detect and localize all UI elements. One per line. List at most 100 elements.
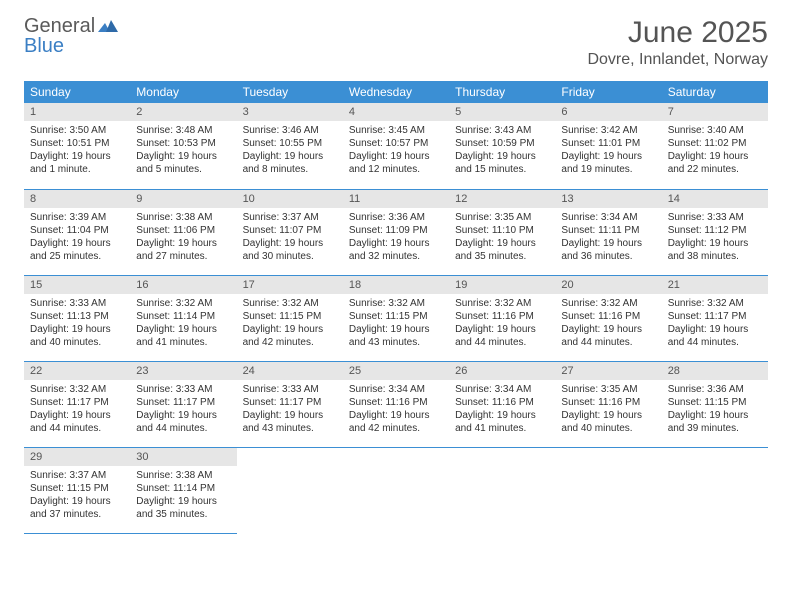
- logo: General Blue: [24, 16, 118, 56]
- sunset-value: 11:07 PM: [279, 225, 321, 236]
- sunset-label: Sunset:: [668, 397, 705, 408]
- calendar-empty-cell: [343, 447, 449, 533]
- sunset-line: Sunset: 11:17 PM: [668, 310, 762, 323]
- daylight-label: Daylight:: [561, 410, 603, 421]
- sunrise-label: Sunrise:: [561, 212, 600, 223]
- day-number: 29: [24, 448, 130, 466]
- sunset-label: Sunset:: [455, 397, 492, 408]
- sunrise-label: Sunrise:: [30, 298, 69, 309]
- daylight-label: Daylight:: [561, 238, 603, 249]
- day-number: 28: [662, 362, 768, 380]
- sunrise-value: 3:40 AM: [707, 125, 744, 136]
- sunset-label: Sunset:: [30, 138, 67, 149]
- daylight-line: Daylight: 19 hours and 44 minutes.: [455, 323, 549, 349]
- month-title: June 2025: [587, 16, 768, 49]
- sunset-value: 11:09 PM: [386, 225, 428, 236]
- sunset-line: Sunset: 11:16 PM: [349, 396, 443, 409]
- sunrise-label: Sunrise:: [136, 384, 175, 395]
- sunset-line: Sunset: 10:53 PM: [136, 137, 230, 150]
- daylight-line: Daylight: 19 hours and 35 minutes.: [136, 495, 230, 521]
- sunset-label: Sunset:: [136, 225, 173, 236]
- sunrise-line: Sunrise: 3:32 AM: [349, 297, 443, 310]
- sunrise-value: 3:34 AM: [388, 384, 425, 395]
- daylight-label: Daylight:: [30, 238, 72, 249]
- daylight-line: Daylight: 19 hours and 44 minutes.: [30, 409, 124, 435]
- sunrise-label: Sunrise:: [349, 298, 388, 309]
- sunset-line: Sunset: 11:10 PM: [455, 224, 549, 237]
- day-number: 10: [237, 190, 343, 208]
- sunrise-value: 3:36 AM: [388, 212, 425, 223]
- sunrise-line: Sunrise: 3:32 AM: [561, 297, 655, 310]
- sunrise-label: Sunrise:: [243, 125, 282, 136]
- sunset-value: 11:16 PM: [386, 397, 428, 408]
- logo-text-line1: General: [24, 16, 118, 36]
- sunrise-label: Sunrise:: [668, 125, 707, 136]
- sunrise-label: Sunrise:: [136, 125, 175, 136]
- sunrise-line: Sunrise: 3:46 AM: [243, 124, 337, 137]
- day-number: 9: [130, 190, 236, 208]
- daylight-line: Daylight: 19 hours and 32 minutes.: [349, 237, 443, 263]
- day-number: 1: [24, 103, 130, 121]
- sunrise-line: Sunrise: 3:37 AM: [30, 469, 124, 482]
- daylight-label: Daylight:: [668, 410, 710, 421]
- sunset-value: 11:17 PM: [173, 397, 215, 408]
- sunset-line: Sunset: 11:16 PM: [455, 396, 549, 409]
- sunset-label: Sunset:: [30, 225, 67, 236]
- daylight-line: Daylight: 19 hours and 30 minutes.: [243, 237, 337, 263]
- day-number: 22: [24, 362, 130, 380]
- sunrise-value: 3:38 AM: [176, 212, 213, 223]
- sunrise-value: 3:35 AM: [601, 384, 638, 395]
- calendar-day-cell: 3Sunrise: 3:46 AMSunset: 10:55 PMDayligh…: [237, 103, 343, 189]
- sunrise-line: Sunrise: 3:35 AM: [455, 211, 549, 224]
- sunrise-value: 3:46 AM: [282, 125, 319, 136]
- calendar-day-cell: 1Sunrise: 3:50 AMSunset: 10:51 PMDayligh…: [24, 103, 130, 189]
- calendar-day-cell: 5Sunrise: 3:43 AMSunset: 10:59 PMDayligh…: [449, 103, 555, 189]
- sunrise-value: 3:34 AM: [601, 212, 638, 223]
- daylight-line: Daylight: 19 hours and 43 minutes.: [349, 323, 443, 349]
- daylight-label: Daylight:: [136, 496, 178, 507]
- calendar-day-cell: 14Sunrise: 3:33 AMSunset: 11:12 PMDaylig…: [662, 189, 768, 275]
- sunset-value: 11:01 PM: [598, 138, 640, 149]
- sunrise-label: Sunrise:: [243, 384, 282, 395]
- sunset-line: Sunset: 11:17 PM: [136, 396, 230, 409]
- sunrise-label: Sunrise:: [455, 125, 494, 136]
- calendar-day-cell: 18Sunrise: 3:32 AMSunset: 11:15 PMDaylig…: [343, 275, 449, 361]
- sunset-label: Sunset:: [30, 483, 67, 494]
- sunrise-value: 3:39 AM: [69, 212, 106, 223]
- sunrise-value: 3:36 AM: [707, 384, 744, 395]
- calendar-day-cell: 19Sunrise: 3:32 AMSunset: 11:16 PMDaylig…: [449, 275, 555, 361]
- sunrise-line: Sunrise: 3:37 AM: [243, 211, 337, 224]
- sunrise-label: Sunrise:: [668, 298, 707, 309]
- sunset-line: Sunset: 10:55 PM: [243, 137, 337, 150]
- sunset-label: Sunset:: [243, 397, 280, 408]
- dow-header: Sunday: [24, 81, 130, 103]
- daylight-line: Daylight: 19 hours and 36 minutes.: [561, 237, 655, 263]
- sunrise-line: Sunrise: 3:34 AM: [561, 211, 655, 224]
- sunset-label: Sunset:: [136, 397, 173, 408]
- calendar-day-cell: 8Sunrise: 3:39 AMSunset: 11:04 PMDayligh…: [24, 189, 130, 275]
- sunrise-line: Sunrise: 3:45 AM: [349, 124, 443, 137]
- day-number: 16: [130, 276, 236, 294]
- sunset-line: Sunset: 10:51 PM: [30, 137, 124, 150]
- daylight-line: Daylight: 19 hours and 44 minutes.: [561, 323, 655, 349]
- logo-mark-icon: [98, 18, 118, 32]
- sunset-line: Sunset: 11:02 PM: [668, 137, 762, 150]
- calendar-empty-cell: [449, 447, 555, 533]
- calendar-week-row: 29Sunrise: 3:37 AMSunset: 11:15 PMDaylig…: [24, 447, 768, 533]
- day-number: 7: [662, 103, 768, 121]
- dow-header: Monday: [130, 81, 236, 103]
- daylight-line: Daylight: 19 hours and 39 minutes.: [668, 409, 762, 435]
- sunset-line: Sunset: 11:09 PM: [349, 224, 443, 237]
- header: General Blue June 2025 Dovre, Innlandet,…: [0, 0, 792, 73]
- daylight-label: Daylight:: [349, 410, 391, 421]
- calendar-day-cell: 12Sunrise: 3:35 AMSunset: 11:10 PMDaylig…: [449, 189, 555, 275]
- day-number: 4: [343, 103, 449, 121]
- sunset-label: Sunset:: [349, 225, 386, 236]
- daylight-label: Daylight:: [668, 324, 710, 335]
- sunset-label: Sunset:: [668, 311, 705, 322]
- calendar-day-cell: 4Sunrise: 3:45 AMSunset: 10:57 PMDayligh…: [343, 103, 449, 189]
- day-number: 26: [449, 362, 555, 380]
- title-block: June 2025 Dovre, Innlandet, Norway: [587, 16, 768, 69]
- sunrise-line: Sunrise: 3:48 AM: [136, 124, 230, 137]
- sunset-line: Sunset: 11:14 PM: [136, 482, 230, 495]
